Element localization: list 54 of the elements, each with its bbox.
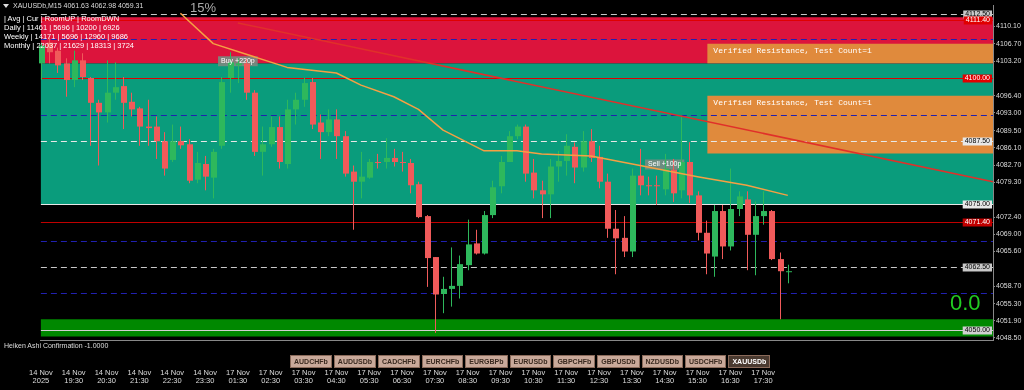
candlestick xyxy=(654,175,660,206)
candlestick xyxy=(737,190,743,217)
candlestick xyxy=(72,50,78,88)
band-label: Verified Resistance, Test Count=1 xyxy=(713,45,872,55)
candlestick xyxy=(466,219,472,271)
candlestick xyxy=(408,158,414,194)
candlestick xyxy=(367,158,373,180)
annotation: 15% xyxy=(190,0,217,15)
candlestick xyxy=(753,200,759,276)
candlestick xyxy=(531,158,537,199)
candlestick xyxy=(572,141,578,184)
candlestick xyxy=(704,220,710,275)
candlestick xyxy=(178,126,184,150)
candlestick xyxy=(195,151,201,184)
candlestick xyxy=(778,252,784,320)
candlestick xyxy=(613,209,619,275)
band-label: Verified Resistance, Test Count=1 xyxy=(713,97,872,107)
candlestick xyxy=(170,124,176,163)
candlestick xyxy=(80,52,86,81)
candlestick xyxy=(761,190,767,226)
candlestick xyxy=(400,151,406,173)
candlestick xyxy=(556,150,562,183)
candlestick xyxy=(622,215,628,258)
candlestick xyxy=(474,229,480,256)
candlestick xyxy=(638,148,644,196)
candlestick xyxy=(457,255,463,300)
candlestick xyxy=(540,180,546,219)
candlestick xyxy=(326,108,332,137)
candlestick xyxy=(129,92,135,117)
candlestick xyxy=(269,115,275,148)
candlestick xyxy=(293,92,299,126)
candlestick xyxy=(334,108,340,160)
candlestick xyxy=(137,106,143,147)
candlestick xyxy=(318,113,324,160)
candlestick xyxy=(351,165,357,231)
candlestick xyxy=(302,77,308,108)
candlestick xyxy=(646,176,652,196)
candlestick xyxy=(786,264,792,284)
annotation: 0.0 xyxy=(950,290,981,315)
candlestick xyxy=(113,61,119,101)
candlestick xyxy=(449,246,455,308)
candlestick xyxy=(384,137,390,170)
candlestick xyxy=(589,128,595,163)
candlestick xyxy=(96,99,102,167)
candlestick xyxy=(55,47,61,74)
candlestick xyxy=(121,76,127,130)
candlestick xyxy=(203,155,209,191)
candlestick xyxy=(359,151,365,199)
candlestick xyxy=(64,57,70,98)
candlestick xyxy=(375,153,381,170)
candlestick xyxy=(105,59,111,124)
candlestick xyxy=(441,276,447,314)
candlestick xyxy=(154,115,160,160)
candlestick xyxy=(260,126,266,177)
